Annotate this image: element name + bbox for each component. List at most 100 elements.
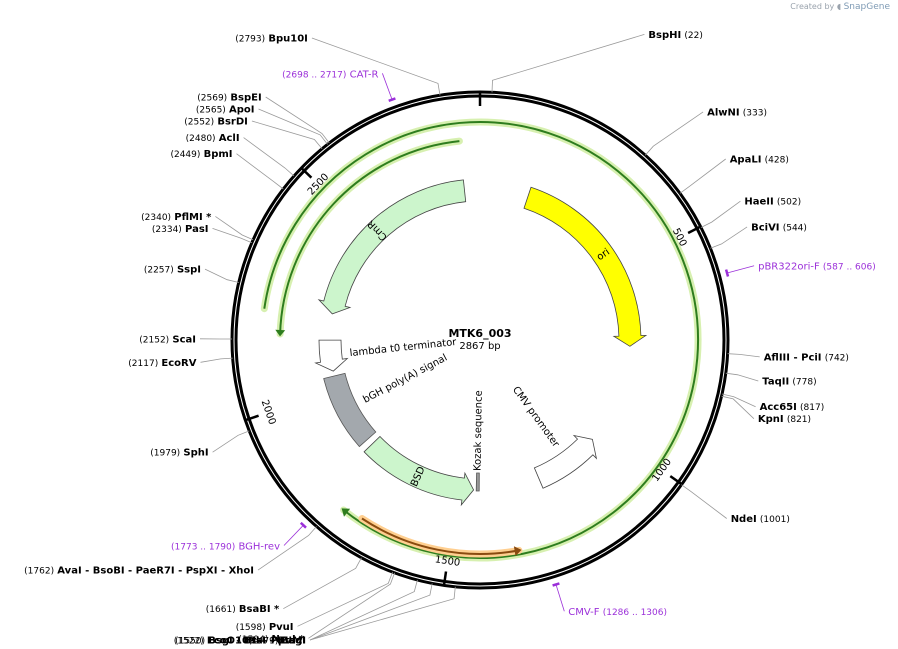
primer-label: CMV-F (1286 .. 1306) xyxy=(568,607,667,618)
plasmid-name: MTK6_003 xyxy=(448,327,511,340)
site-leader-line xyxy=(700,200,741,228)
site-position: (22) xyxy=(684,31,702,41)
site-label: TaqII (778) xyxy=(762,377,816,388)
feature-arc-arrow xyxy=(513,546,522,557)
site-label: (2449) BpmI xyxy=(170,149,232,160)
site-label: NdeI (1001) xyxy=(731,514,790,525)
site-leader-line xyxy=(265,96,330,144)
site-label: (2334) PasI xyxy=(152,224,209,235)
feature-arc-arrow xyxy=(275,329,286,337)
site-name: BpmI xyxy=(204,149,233,160)
primer-leader-line xyxy=(283,525,304,546)
site-leader-line xyxy=(721,395,755,419)
site-position: (1979) xyxy=(150,449,180,459)
snapgene-logo-icon: ◖ xyxy=(836,2,842,11)
site-position: (1001) xyxy=(760,515,790,525)
primer-name: CMV-F xyxy=(568,607,599,618)
site-position: (502) xyxy=(777,198,801,208)
site-leader-line xyxy=(725,372,759,382)
site-name: BsaBI * xyxy=(239,604,280,615)
primer-range: (1773 .. 1790) xyxy=(171,543,235,553)
site-name: SspI xyxy=(177,265,201,276)
backbone-inner-ring xyxy=(234,94,726,586)
site-label: HaeII (502) xyxy=(744,197,801,208)
site-label: (2152) ScaI xyxy=(139,334,196,345)
site-name: NruI * xyxy=(272,634,306,645)
site-leader-line xyxy=(491,34,645,93)
site-name: PvuI xyxy=(269,622,294,633)
site-name: AclI xyxy=(219,133,240,144)
feature-label: Kozak sequence xyxy=(473,390,485,471)
site-leader-line xyxy=(681,484,727,519)
site-leader-line xyxy=(679,158,726,194)
primer-mark xyxy=(299,521,307,529)
backbone-outer-ring xyxy=(230,90,730,590)
site-name: KpnI xyxy=(758,414,784,425)
feature-bgh-poly-a-signal xyxy=(323,372,377,448)
site-label: BciVI (544) xyxy=(751,222,807,233)
site-name: PflMI * xyxy=(174,212,212,223)
site-name: EcoO109I - PpuMI xyxy=(207,636,306,647)
feature-cmr xyxy=(317,179,467,315)
feature-ori xyxy=(523,186,648,347)
feature-label: CMV promoter xyxy=(510,385,562,451)
site-position: (2257) xyxy=(144,266,174,276)
site-name: AflIII - PciI xyxy=(764,352,822,363)
site-leader-line xyxy=(721,393,756,408)
site-name: Bpu10I xyxy=(268,34,308,45)
site-leader-line xyxy=(257,526,317,571)
feature-lambda-t0-terminator xyxy=(314,339,349,372)
site-leader-line xyxy=(309,579,418,641)
watermark-brand: SnapGene xyxy=(843,2,890,12)
primer-range: (587 .. 606) xyxy=(823,263,876,273)
site-label: (1550) BsgI - BtsI - BtsαI xyxy=(175,636,306,647)
site-label: KpnI (821) xyxy=(758,414,811,425)
site-name: BspEI xyxy=(230,93,261,104)
site-label: (2257) SspI xyxy=(144,265,201,276)
site-label: (1594) NruI * xyxy=(238,634,305,645)
site-name: BsrDI xyxy=(217,117,248,128)
feature-arcs-layer xyxy=(260,118,702,562)
primer-name: pBR322ori-F xyxy=(758,262,820,273)
site-label: (2569) BspEI xyxy=(197,93,261,104)
tick-label: 2000 xyxy=(259,399,278,427)
site-leader-line xyxy=(200,357,233,363)
tick-mark xyxy=(687,225,702,235)
site-name: Acc65I xyxy=(760,402,797,413)
site-position: (2569) xyxy=(197,94,227,104)
site-label: AflIII - PciI (742) xyxy=(764,352,849,363)
site-leader-line xyxy=(215,216,254,241)
site-position: (2480) xyxy=(186,134,216,144)
site-position: (428) xyxy=(765,156,789,166)
tick-label: 1500 xyxy=(434,554,461,569)
site-name: ApaLI xyxy=(730,155,762,166)
site-position: (2334) xyxy=(152,225,182,235)
site-name: TaqII xyxy=(762,377,789,388)
site-leader-line xyxy=(258,108,328,145)
site-name: SphI xyxy=(183,448,208,459)
primer-leader-line xyxy=(726,265,755,274)
tick-mark xyxy=(669,475,683,486)
site-position: (1594) xyxy=(238,635,268,645)
site-position: (2552) xyxy=(184,118,214,128)
site-label: (1979) SphI xyxy=(150,448,208,459)
site-name: BsgI - BtsI - BtsαI xyxy=(208,636,306,647)
site-label: (1479) EagI xyxy=(248,636,306,647)
feature-bsd xyxy=(363,435,475,507)
site-leader-line xyxy=(297,571,393,627)
site-leader-line xyxy=(309,583,433,641)
site-name: BspHI xyxy=(648,30,681,41)
site-label: Acc65I (817) xyxy=(760,402,825,413)
site-name: NdeI xyxy=(731,514,757,525)
feature-arc-line xyxy=(279,140,460,335)
site-label: (1598) PvuI xyxy=(236,622,294,633)
site-label: (1762) AvaI - BsoBI - PaeR7I - PspXI - X… xyxy=(24,566,254,577)
site-position: (544) xyxy=(783,223,807,233)
tick-mark xyxy=(442,571,448,586)
feature-arc-line xyxy=(263,121,700,559)
site-position: (2793) xyxy=(235,35,265,45)
primer-name: CAT-R xyxy=(350,69,379,80)
primer-mark xyxy=(724,269,730,277)
site-position: (821) xyxy=(787,415,811,425)
